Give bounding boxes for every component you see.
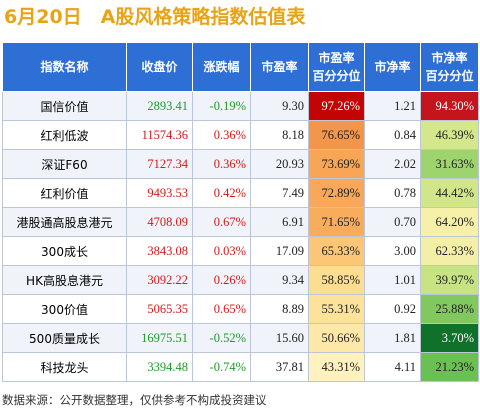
- close-price-cell: 9493.53: [126, 178, 193, 208]
- pb-percentile-cell: 46.39%: [420, 120, 479, 150]
- pb-cell: 2.02: [364, 149, 421, 179]
- close-price-cell: 16975.51: [126, 323, 193, 353]
- pb-cell: 0.70: [364, 207, 421, 237]
- index-name-cell: 国信价值: [2, 91, 127, 121]
- index-name-cell: 红利低波: [2, 120, 127, 150]
- pb-percentile-cell: 25.88%: [420, 294, 479, 324]
- pe-percentile-cell: 55.31%: [308, 294, 365, 324]
- table-row: 500质量成长 16975.51 -0.52% 15.60 50.66% 1.81 3.70…: [2, 323, 479, 353]
- table-row: HK高股息港元 3092.22 0.26% 9.34 58.85% 1.01 39.97%: [2, 265, 479, 295]
- change-pct-cell: -0.52%: [192, 323, 251, 353]
- pb-cell: 1.21: [364, 91, 421, 121]
- page-title: 6月20日 A股风格策略指数估值表: [4, 6, 306, 28]
- index-name-cell: 500质量成长: [2, 323, 127, 353]
- pb-cell: 3.00: [364, 236, 421, 266]
- table-row: 红利低波 11574.36 0.36% 8.18 76.65% 0.84 46.39%: [2, 120, 479, 150]
- pb-cell: 4.11: [364, 352, 421, 382]
- pe-cell: 8.18: [250, 120, 309, 150]
- pe-cell: 15.60: [250, 323, 309, 353]
- change-pct-cell: 0.67%: [192, 207, 251, 237]
- pe-percentile-cell: 71.65%: [308, 207, 365, 237]
- pe-percentile-cell: 43.31%: [308, 352, 365, 382]
- change-pct-cell: 0.36%: [192, 120, 251, 150]
- close-price-cell: 2893.41: [126, 91, 193, 121]
- change-pct-cell: 0.36%: [192, 149, 251, 179]
- table-row: 港股通高股息港元 4708.09 0.67% 6.91 71.65% 0.70 64.20%: [2, 207, 479, 237]
- change-pct-cell: 0.42%: [192, 178, 251, 208]
- index-name-cell: 深证F60: [2, 149, 127, 179]
- table-body: 国信价值 2893.41 -0.19% 9.30 97.26% 1.21 94.30% 红利低…: [2, 91, 479, 382]
- change-pct-cell: 0.65%: [192, 294, 251, 324]
- pb-percentile-cell: 64.20%: [420, 207, 479, 237]
- table-row: 科技龙头 3394.48 -0.74% 37.81 43.31% 4.11 21.23%: [2, 352, 479, 382]
- valuation-table: 指数名称 收盘价 涨跌幅 市盈率 市盈率 百分分位 市净率 市净率 百分分位 国信价值 289…: [2, 42, 479, 382]
- pb-percentile-cell: 94.30%: [420, 91, 479, 121]
- table-row: 国信价值 2893.41 -0.19% 9.30 97.26% 1.21 94.30%: [2, 91, 479, 121]
- table-row: 红利价值 9493.53 0.42% 7.49 72.89% 0.78 44.42%: [2, 178, 479, 208]
- pb-percentile-cell: 31.63%: [420, 149, 479, 179]
- pb-cell: 1.81: [364, 323, 421, 353]
- pb-percentile-cell: 44.42%: [420, 178, 479, 208]
- close-price-cell: 3394.48: [126, 352, 193, 382]
- pe-cell: 8.89: [250, 294, 309, 324]
- pe-percentile-cell: 97.26%: [308, 91, 365, 121]
- header-pb-percentile: 市净率 百分分位: [420, 42, 479, 92]
- header-pe-percentile: 市盈率 百分分位: [308, 42, 365, 92]
- close-price-cell: 3843.08: [126, 236, 193, 266]
- close-price-cell: 7127.34: [126, 149, 193, 179]
- pe-percentile-cell: 73.69%: [308, 149, 365, 179]
- pe-cell: 17.09: [250, 236, 309, 266]
- pb-percentile-cell: 62.33%: [420, 236, 479, 266]
- pe-percentile-cell: 76.65%: [308, 120, 365, 150]
- index-name-cell: 300成长: [2, 236, 127, 266]
- table-row: 300成长 3843.08 0.03% 17.09 65.33% 3.00 62.33%: [2, 236, 479, 266]
- index-name-cell: 300价值: [2, 294, 127, 324]
- pb-percentile-cell: 3.70%: [420, 323, 479, 353]
- change-pct-cell: 0.03%: [192, 236, 251, 266]
- pb-percentile-cell: 21.23%: [420, 352, 479, 382]
- header-pe: 市盈率: [250, 42, 309, 92]
- change-pct-cell: -0.19%: [192, 91, 251, 121]
- pe-percentile-cell: 50.66%: [308, 323, 365, 353]
- title-bar: 6月20日 A股风格策略指数估值表: [0, 0, 480, 34]
- header-change: 涨跌幅: [192, 42, 251, 92]
- pe-cell: 6.91: [250, 207, 309, 237]
- pe-percentile-cell: 58.85%: [308, 265, 365, 295]
- pb-percentile-cell: 39.97%: [420, 265, 479, 295]
- pb-cell: 0.92: [364, 294, 421, 324]
- header-index-name: 指数名称: [2, 42, 127, 92]
- close-price-cell: 4708.09: [126, 207, 193, 237]
- change-pct-cell: -0.74%: [192, 352, 251, 382]
- close-price-cell: 11574.36: [126, 120, 193, 150]
- header-close: 收盘价: [126, 42, 193, 92]
- table-row: 300价值 5065.35 0.65% 8.89 55.31% 0.92 25.88%: [2, 294, 479, 324]
- pe-cell: 7.49: [250, 178, 309, 208]
- header-pb: 市净率: [364, 42, 421, 92]
- pb-cell: 1.01: [364, 265, 421, 295]
- pe-percentile-cell: 65.33%: [308, 236, 365, 266]
- pb-cell: 0.84: [364, 120, 421, 150]
- change-pct-cell: 0.26%: [192, 265, 251, 295]
- table-row: 深证F60 7127.34 0.36% 20.93 73.69% 2.02 31.63%: [2, 149, 479, 179]
- index-name-cell: 红利价值: [2, 178, 127, 208]
- pe-cell: 20.93: [250, 149, 309, 179]
- close-price-cell: 5065.35: [126, 294, 193, 324]
- index-name-cell: HK高股息港元: [2, 265, 127, 295]
- index-name-cell: 科技龙头: [2, 352, 127, 382]
- pe-cell: 9.34: [250, 265, 309, 295]
- pe-percentile-cell: 72.89%: [308, 178, 365, 208]
- table-header-row: 指数名称 收盘价 涨跌幅 市盈率 市盈率 百分分位 市净率 市净率 百分分位: [2, 42, 479, 92]
- index-name-cell: 港股通高股息港元: [2, 207, 127, 237]
- pb-cell: 0.78: [364, 178, 421, 208]
- close-price-cell: 3092.22: [126, 265, 193, 295]
- footer-note: 数据来源：公开数据整理，仅供参考不构成投资建议: [2, 393, 267, 407]
- pe-cell: 9.30: [250, 91, 309, 121]
- pe-cell: 37.81: [250, 352, 309, 382]
